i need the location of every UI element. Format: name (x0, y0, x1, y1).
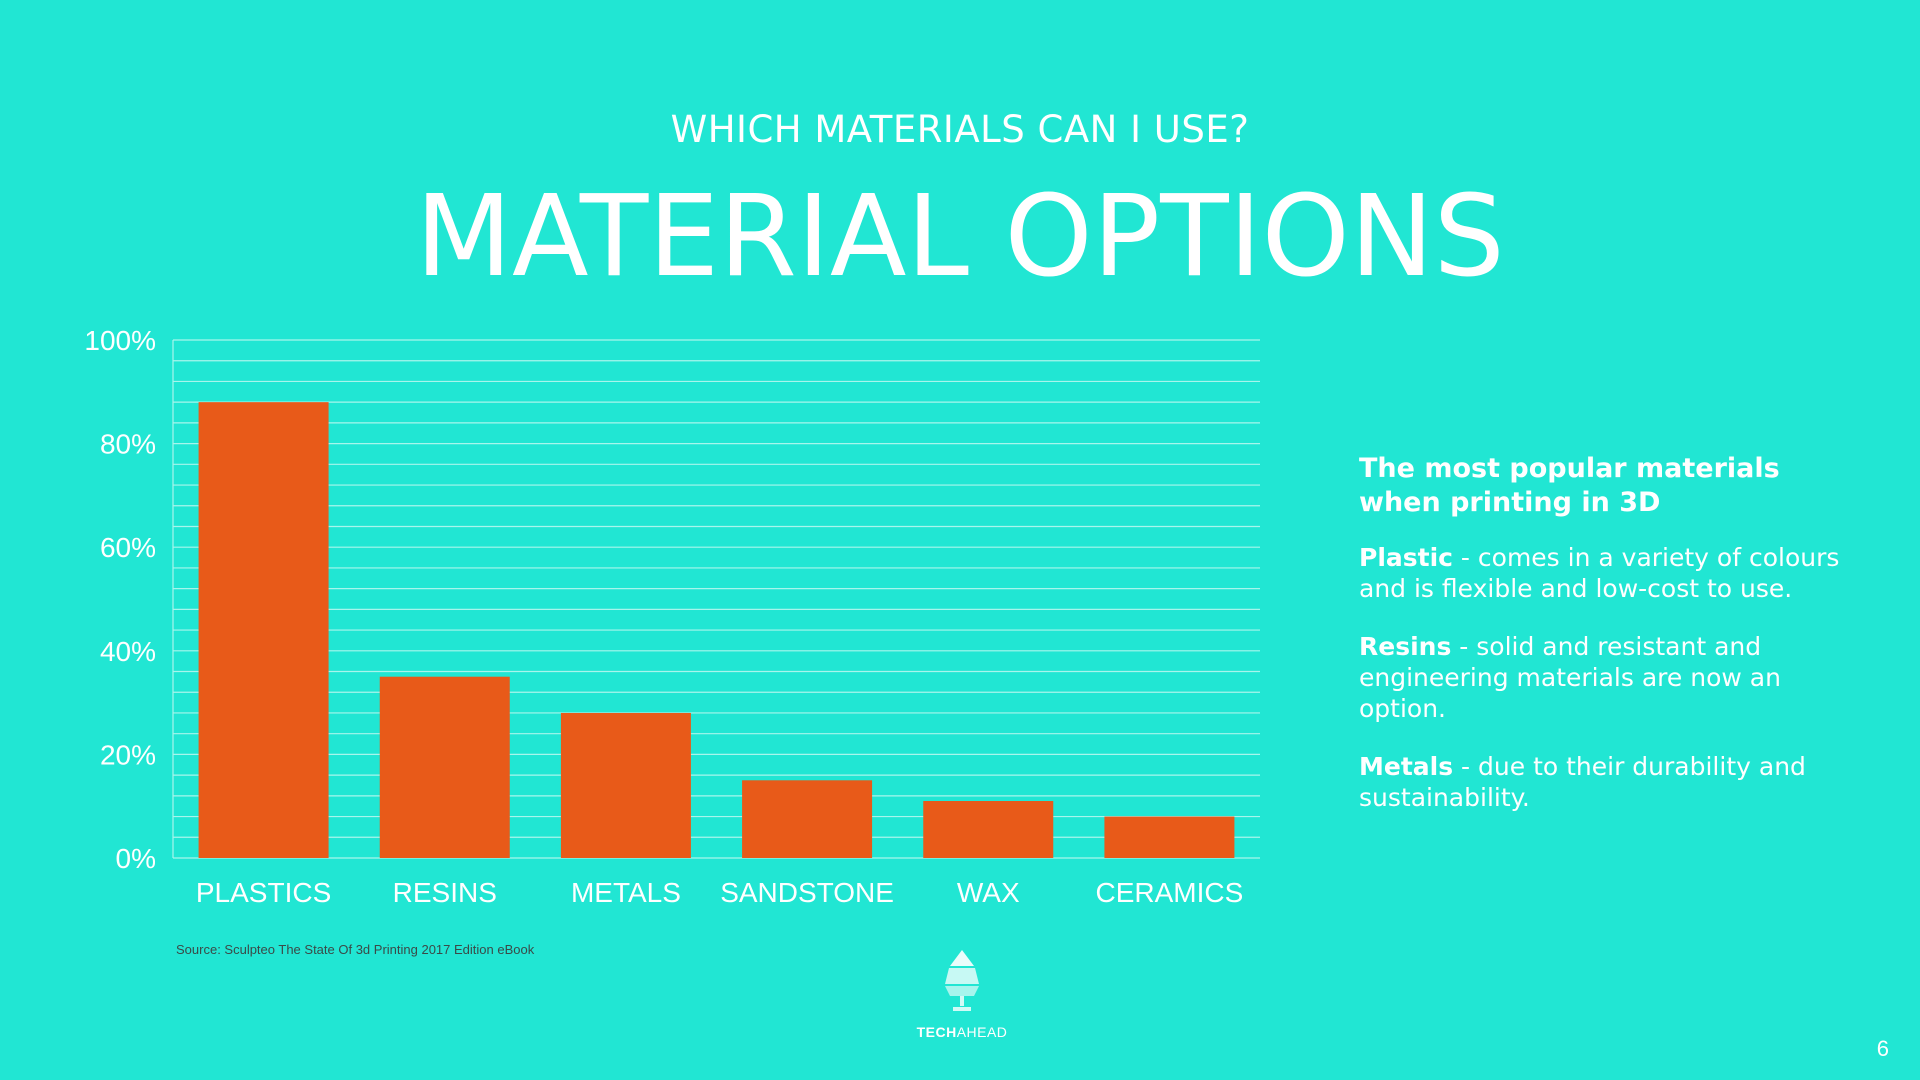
bar (923, 801, 1054, 858)
bar (560, 712, 691, 858)
brand-name: TECHAHEAD (912, 1024, 1012, 1040)
y-tick-label: 40% (100, 636, 156, 667)
side-item-term: Metals (1359, 752, 1454, 781)
side-panel: The most popular materials when printing… (1359, 452, 1859, 840)
bar (198, 402, 329, 858)
bar (379, 676, 510, 858)
brand-name-part1: TECH (916, 1024, 957, 1040)
y-tick-label: 80% (100, 429, 156, 460)
bar (742, 780, 873, 858)
y-tick-label: 100% (84, 325, 156, 356)
side-item-text: - due to their durability and sustainabi… (1359, 752, 1806, 812)
x-tick-label: SANDSTONE (720, 877, 894, 908)
lamp-icon (945, 950, 979, 1011)
side-heading: The most popular materials when printing… (1359, 453, 1780, 518)
x-tick-label: WAX (957, 877, 1020, 908)
side-item-text: - solid and resistant and engineering ma… (1359, 632, 1781, 723)
x-tick-label: CERAMICS (1096, 877, 1244, 908)
page-number: 6 (1876, 1036, 1889, 1061)
slide-title: MATERIAL OPTIONS (415, 172, 1505, 302)
side-item-term: Resins (1359, 632, 1452, 661)
y-tick-label: 60% (100, 532, 156, 563)
y-tick-label: 0% (116, 843, 156, 874)
side-item-resins: Resins - solid and resistant and enginee… (1359, 631, 1859, 724)
side-item-text: - comes in a variety of colours and is f… (1359, 543, 1840, 603)
slide-subtitle: WHICH MATERIALS CAN I USE? (670, 108, 1250, 151)
brand-logo: TECHAHEAD (912, 948, 1012, 1040)
side-item-plastic: Plastic - comes in a variety of colours … (1359, 542, 1859, 604)
chart-source: Source: Sculpteo The State Of 3d Printin… (176, 942, 535, 957)
bar (1104, 816, 1235, 858)
x-tick-label: METALS (571, 877, 681, 908)
x-tick-label: RESINS (393, 877, 497, 908)
brand-name-part2: AHEAD (956, 1024, 1008, 1040)
side-item-metals: Metals - due to their durability and sus… (1359, 751, 1859, 813)
side-item-term: Plastic (1359, 543, 1453, 572)
x-tick-label: PLASTICS (196, 877, 331, 908)
y-tick-label: 20% (100, 739, 156, 770)
